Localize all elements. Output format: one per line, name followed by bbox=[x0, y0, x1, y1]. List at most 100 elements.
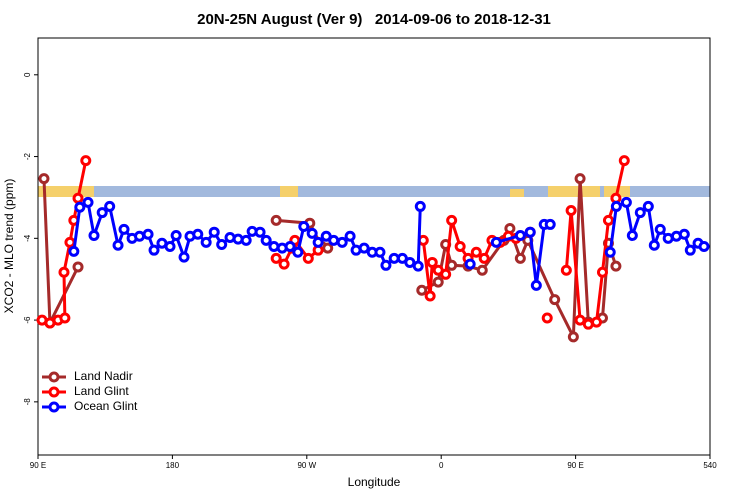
data-point bbox=[178, 251, 190, 263]
data-point bbox=[610, 200, 622, 212]
data-point bbox=[322, 242, 334, 254]
plot-frame bbox=[37, 37, 711, 456]
x-tick-label: 90 E bbox=[567, 461, 583, 470]
y-tick-label: 0 bbox=[23, 72, 32, 77]
data-point bbox=[200, 236, 212, 248]
data-point bbox=[74, 201, 86, 213]
data-point bbox=[58, 266, 70, 278]
data-point bbox=[490, 236, 502, 248]
data-point bbox=[514, 229, 526, 241]
x-axis-label: Longitude bbox=[348, 475, 401, 489]
data-point bbox=[164, 241, 176, 252]
data-point bbox=[591, 316, 603, 328]
data-point bbox=[426, 256, 438, 268]
data-point bbox=[565, 205, 577, 217]
data-point bbox=[416, 284, 428, 296]
data-point bbox=[470, 246, 482, 258]
data-point bbox=[618, 155, 630, 167]
data-point bbox=[82, 196, 94, 208]
data-point bbox=[268, 241, 280, 252]
data-point bbox=[524, 226, 536, 238]
data-point bbox=[260, 234, 272, 246]
data-point bbox=[698, 241, 710, 252]
y-tick-label: -8 bbox=[23, 398, 32, 406]
legend-label: Land Nadir bbox=[74, 369, 133, 383]
legend-marker bbox=[48, 371, 60, 383]
data-point bbox=[684, 244, 696, 256]
data-point bbox=[68, 245, 80, 257]
data-point bbox=[544, 218, 556, 230]
x-tick-label: 180 bbox=[166, 461, 180, 470]
data-point bbox=[648, 239, 660, 251]
data-point bbox=[634, 207, 646, 219]
data-point bbox=[284, 241, 296, 252]
data-point bbox=[567, 331, 579, 343]
data-point bbox=[440, 268, 452, 280]
data-point bbox=[298, 220, 310, 232]
data-point bbox=[336, 236, 348, 248]
data-point bbox=[424, 290, 436, 302]
data-point bbox=[530, 279, 542, 291]
data-point bbox=[642, 200, 654, 212]
data-point bbox=[380, 259, 392, 271]
data-point bbox=[240, 234, 252, 246]
data-point bbox=[620, 196, 632, 208]
data-point bbox=[306, 227, 318, 239]
data-point bbox=[574, 173, 586, 185]
data-point bbox=[464, 258, 476, 270]
data-point bbox=[574, 314, 586, 326]
data-point bbox=[192, 228, 204, 240]
data-point bbox=[541, 312, 553, 324]
data-point bbox=[104, 200, 116, 212]
data-point bbox=[118, 223, 130, 235]
data-point bbox=[476, 264, 488, 276]
data-point bbox=[302, 252, 314, 264]
data-point bbox=[208, 226, 220, 238]
data-point bbox=[678, 228, 690, 240]
data-point bbox=[344, 230, 356, 242]
y-tick-label: -2 bbox=[23, 152, 32, 160]
data-point bbox=[38, 173, 50, 185]
data-point bbox=[560, 264, 572, 276]
data-point bbox=[626, 229, 638, 241]
land-ocean-strip bbox=[38, 186, 710, 197]
data-point bbox=[312, 236, 324, 248]
data-point bbox=[142, 228, 154, 240]
data-point bbox=[148, 244, 160, 256]
data-point bbox=[254, 226, 266, 238]
data-point bbox=[446, 259, 458, 271]
data-point bbox=[412, 260, 424, 272]
data-point bbox=[112, 239, 124, 251]
data-point bbox=[654, 223, 666, 235]
x-tick-label: 90 W bbox=[297, 461, 316, 470]
data-point bbox=[514, 252, 526, 264]
data-point bbox=[414, 200, 426, 212]
data-point bbox=[602, 214, 614, 226]
data-point bbox=[72, 261, 84, 273]
data-point bbox=[374, 246, 386, 258]
x-tick-label: 540 bbox=[703, 461, 717, 470]
data-point bbox=[134, 230, 146, 242]
data-point bbox=[478, 252, 490, 264]
data-point bbox=[270, 214, 282, 226]
x-tick-label: 0 bbox=[439, 461, 444, 470]
data-point bbox=[59, 312, 71, 324]
data-point bbox=[278, 258, 290, 270]
data-point bbox=[292, 246, 304, 258]
data-point bbox=[96, 207, 108, 219]
y-tick-label: -6 bbox=[23, 316, 32, 324]
data-point bbox=[88, 229, 100, 241]
data-point bbox=[64, 236, 76, 248]
data-point bbox=[596, 266, 608, 278]
data-point bbox=[549, 294, 561, 306]
legend-marker bbox=[48, 386, 60, 398]
y-tick-label: -4 bbox=[23, 234, 32, 242]
data-point bbox=[216, 238, 228, 250]
data-point bbox=[72, 192, 84, 204]
data-point bbox=[454, 241, 466, 252]
legend-marker bbox=[48, 401, 60, 413]
data-point bbox=[610, 260, 622, 272]
data-point bbox=[358, 242, 370, 254]
